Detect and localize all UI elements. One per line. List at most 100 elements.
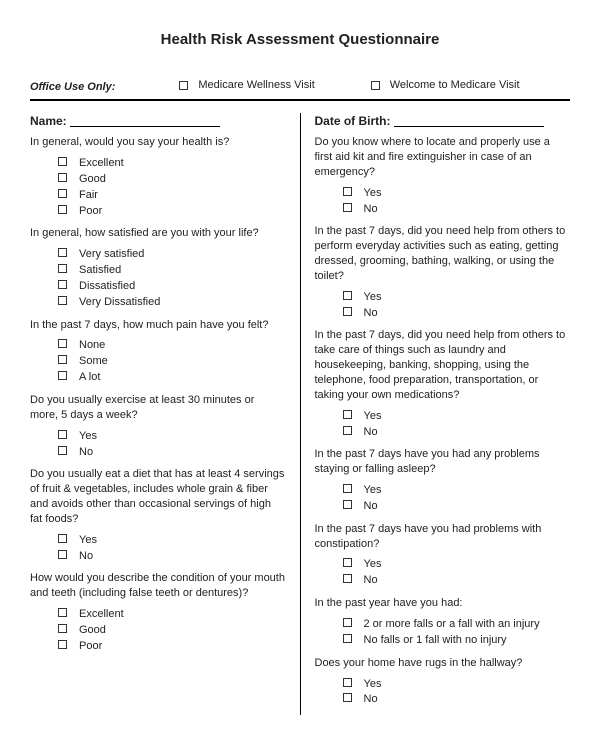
checkbox-icon[interactable]	[343, 618, 352, 627]
option-row[interactable]: No	[343, 692, 571, 707]
checkbox-icon[interactable]	[58, 430, 67, 439]
option-row[interactable]: Yes	[58, 429, 286, 444]
checkbox-icon[interactable]	[58, 157, 67, 166]
option-row[interactable]: No	[343, 202, 571, 217]
option-label: Yes	[364, 409, 382, 424]
option-row[interactable]: Yes	[343, 186, 571, 201]
option-label: No	[79, 445, 93, 460]
option-label: Very Dissatisfied	[79, 295, 160, 310]
option-row[interactable]: No	[343, 499, 571, 514]
page-title: Health Risk Assessment Questionnaire	[30, 30, 570, 50]
checkbox-icon[interactable]	[343, 484, 352, 493]
option-row[interactable]: No falls or 1 fall with no injury	[343, 633, 571, 648]
checkbox-icon[interactable]	[58, 446, 67, 455]
option-row[interactable]: Very satisfied	[58, 247, 286, 262]
office-opt-welcome[interactable]: Welcome to Medicare Visit	[371, 78, 520, 93]
name-input-line[interactable]	[70, 116, 220, 127]
option-row[interactable]: Good	[58, 172, 286, 187]
office-opt-label: Medicare Wellness Visit	[198, 78, 314, 93]
checkbox-icon[interactable]	[343, 426, 352, 435]
option-label: Yes	[79, 429, 97, 444]
checkbox-icon[interactable]	[58, 550, 67, 559]
option-row[interactable]: Poor	[58, 204, 286, 219]
checkbox-icon[interactable]	[58, 296, 67, 305]
option-label: Satisfied	[79, 263, 121, 278]
option-row[interactable]: 2 or more falls or a fall with an injury	[343, 617, 571, 632]
option-row[interactable]: Excellent	[58, 156, 286, 171]
option-row[interactable]: None	[58, 338, 286, 353]
option-row[interactable]: Dissatisfied	[58, 279, 286, 294]
office-opt-wellness[interactable]: Medicare Wellness Visit	[179, 78, 314, 93]
option-row[interactable]: Some	[58, 354, 286, 369]
question-options: YesNo	[315, 673, 571, 716]
option-label: No	[364, 573, 378, 588]
option-label: Excellent	[79, 156, 124, 171]
option-row[interactable]: Fair	[58, 188, 286, 203]
option-row[interactable]: A lot	[58, 370, 286, 385]
checkbox-icon[interactable]	[343, 634, 352, 643]
checkbox-icon[interactable]	[58, 371, 67, 380]
option-row[interactable]: Good	[58, 623, 286, 638]
question-text: In the past 7 days have you had problems…	[315, 522, 571, 552]
question-options: Very satisfiedSatisfiedDissatisfiedVery …	[30, 243, 286, 317]
option-row[interactable]: No	[343, 306, 571, 321]
option-label: No falls or 1 fall with no injury	[364, 633, 507, 648]
dob-input-line[interactable]	[394, 116, 544, 127]
checkbox-icon[interactable]	[343, 187, 352, 196]
option-label: No	[364, 202, 378, 217]
checkbox-icon[interactable]	[58, 624, 67, 633]
checkbox-icon[interactable]	[343, 678, 352, 687]
checkbox-icon[interactable]	[58, 608, 67, 617]
checkbox-icon[interactable]	[343, 410, 352, 419]
option-row[interactable]: Yes	[58, 533, 286, 548]
checkbox-icon[interactable]	[58, 355, 67, 364]
question-options: YesNo	[315, 182, 571, 225]
question-text: In the past 7 days, did you need help fr…	[315, 224, 571, 283]
checkbox-icon[interactable]	[58, 280, 67, 289]
checkbox-icon[interactable]	[371, 81, 380, 90]
question-options: 2 or more falls or a fall with an injury…	[315, 613, 571, 656]
question-text: Do you know where to locate and properly…	[315, 135, 571, 180]
checkbox-icon[interactable]	[58, 248, 67, 257]
checkbox-icon[interactable]	[58, 264, 67, 273]
checkbox-icon[interactable]	[179, 81, 188, 90]
option-row[interactable]: Poor	[58, 639, 286, 654]
checkbox-icon[interactable]	[343, 203, 352, 212]
checkbox-icon[interactable]	[58, 339, 67, 348]
question-text: How would you describe the condition of …	[30, 571, 286, 601]
checkbox-icon[interactable]	[58, 205, 67, 214]
question-options: YesNo	[315, 479, 571, 522]
option-label: Dissatisfied	[79, 279, 135, 294]
checkbox-icon[interactable]	[343, 307, 352, 316]
question-options: ExcellentGoodPoor	[30, 603, 286, 662]
option-row[interactable]: Yes	[343, 290, 571, 305]
question-options: NoneSomeA lot	[30, 334, 286, 393]
option-row[interactable]: Yes	[343, 483, 571, 498]
checkbox-icon[interactable]	[343, 291, 352, 300]
checkbox-icon[interactable]	[58, 534, 67, 543]
option-row[interactable]: Excellent	[58, 607, 286, 622]
option-row[interactable]: Yes	[343, 557, 571, 572]
question-options: YesNo	[315, 405, 571, 448]
option-row[interactable]: Yes	[343, 677, 571, 692]
option-label: Good	[79, 623, 106, 638]
option-row[interactable]: Yes	[343, 409, 571, 424]
checkbox-icon[interactable]	[58, 173, 67, 182]
option-row[interactable]: Satisfied	[58, 263, 286, 278]
option-row[interactable]: No	[343, 425, 571, 440]
option-row[interactable]: No	[58, 445, 286, 460]
checkbox-icon[interactable]	[343, 558, 352, 567]
option-row[interactable]: No	[343, 573, 571, 588]
name-field: Name:	[30, 113, 286, 129]
option-label: Yes	[364, 557, 382, 572]
option-row[interactable]: Very Dissatisfied	[58, 295, 286, 310]
option-row[interactable]: No	[58, 549, 286, 564]
question-options: YesNo	[30, 529, 286, 572]
checkbox-icon[interactable]	[58, 189, 67, 198]
checkbox-icon[interactable]	[343, 500, 352, 509]
checkbox-icon[interactable]	[343, 693, 352, 702]
option-label: No	[79, 549, 93, 564]
checkbox-icon[interactable]	[58, 640, 67, 649]
checkbox-icon[interactable]	[343, 574, 352, 583]
question-options: ExcellentGoodFairPoor	[30, 152, 286, 226]
